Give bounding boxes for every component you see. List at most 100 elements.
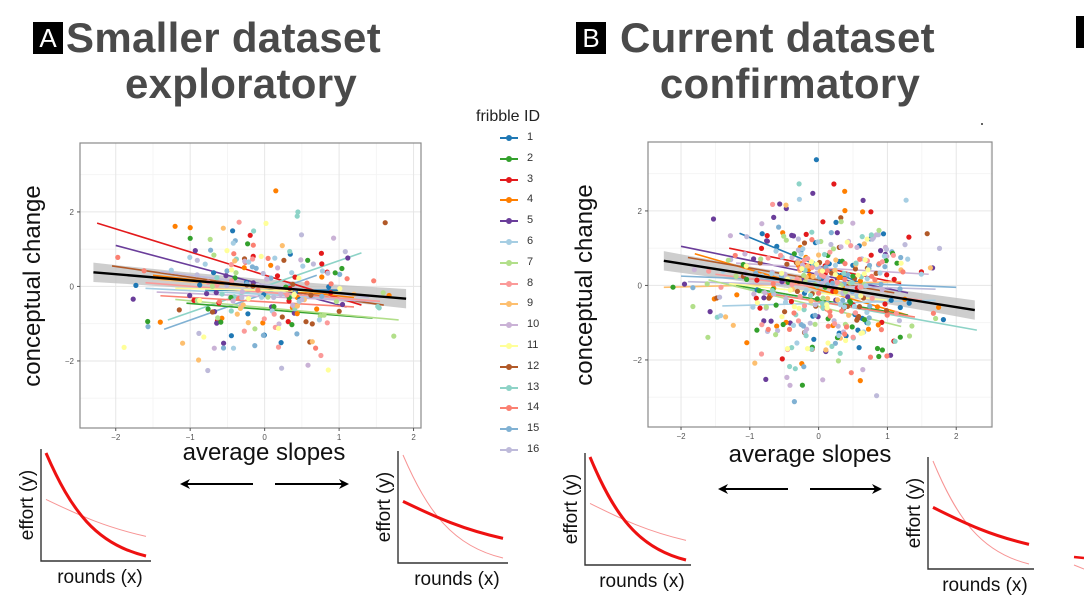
data-point-fribble-4 xyxy=(273,188,279,194)
data-point-fribble-8 xyxy=(850,334,856,340)
data-point-fribble-13 xyxy=(829,343,835,349)
data-point-fribble-6 xyxy=(832,262,839,268)
data-point-fribble-1 xyxy=(811,336,817,342)
data-point-fribble-10 xyxy=(290,302,296,308)
legend-swatch-dot xyxy=(506,135,512,141)
data-point-fribble-13 xyxy=(228,308,234,314)
data-point-fribble-10 xyxy=(850,220,856,226)
data-point-fribble-5 xyxy=(768,318,774,324)
data-point-fribble-8 xyxy=(241,328,247,334)
data-point-fribble-8 xyxy=(271,311,277,317)
data-point-fribble-14 xyxy=(732,252,738,259)
data-point-fribble-13 xyxy=(859,234,865,240)
data-point-fribble-4 xyxy=(874,304,881,310)
data-point-fribble-9 xyxy=(810,273,816,280)
data-point-fribble-6 xyxy=(903,197,909,203)
data-point-fribble-9 xyxy=(816,252,822,258)
plot-a-xlabel: average slopes xyxy=(183,439,346,466)
legend-item-10: 10 xyxy=(500,315,560,335)
data-point-fribble-4 xyxy=(842,208,848,214)
data-point-fribble-9 xyxy=(730,322,736,328)
legend-swatch-dot xyxy=(506,322,512,329)
y-tick-label: 0 xyxy=(638,281,643,290)
legend-label: 10 xyxy=(527,318,540,331)
overall-fit-line xyxy=(93,271,407,300)
data-point-fribble-10 xyxy=(275,265,281,271)
data-point-fribble-13 xyxy=(841,270,847,276)
data-point-fribble-11 xyxy=(201,334,207,340)
data-point-fribble-8 xyxy=(821,273,827,279)
data-point-fribble-1 xyxy=(133,282,139,288)
data-point-fribble-6 xyxy=(905,256,911,262)
data-point-fribble-7 xyxy=(705,334,711,340)
data-point-fribble-6 xyxy=(773,248,779,254)
data-point-fribble-14 xyxy=(216,299,223,305)
data-point-fribble-14 xyxy=(930,310,937,316)
data-point-fribble-7 xyxy=(380,290,386,296)
data-point-fribble-12 xyxy=(382,220,388,226)
data-point-fribble-10 xyxy=(820,377,826,383)
illus-axes xyxy=(397,451,508,564)
legend-item-3: 3 xyxy=(500,170,560,190)
plot-b-ylabel: conceptual change xyxy=(571,184,598,386)
data-point-fribble-11 xyxy=(291,291,297,297)
data-point-fribble-4 xyxy=(865,326,872,332)
data-point-fribble-8 xyxy=(758,351,765,357)
data-point-fribble-10 xyxy=(727,233,734,239)
data-point-fribble-11 xyxy=(824,302,830,308)
data-point-fribble-14 xyxy=(824,259,831,265)
plot-b-overall-fit xyxy=(663,259,975,312)
data-point-fribble-16 xyxy=(795,247,802,253)
data-point-fribble-14 xyxy=(884,353,890,359)
data-point-fribble-2 xyxy=(814,296,820,302)
data-point-fribble-7 xyxy=(801,272,807,278)
data-point-fribble-11 xyxy=(843,337,849,344)
data-point-fribble-16 xyxy=(194,272,200,278)
data-point-fribble-3 xyxy=(803,231,809,237)
data-point-fribble-11 xyxy=(796,305,802,311)
data-point-fribble-14 xyxy=(265,255,271,261)
data-point-fribble-15 xyxy=(866,315,872,321)
data-point-fribble-12 xyxy=(309,321,315,327)
data-point-fribble-8 xyxy=(324,320,330,326)
data-point-fribble-7 xyxy=(207,236,213,242)
data-point-fribble-6 xyxy=(790,322,797,328)
data-point-fribble-11 xyxy=(808,259,815,265)
data-point-fribble-9 xyxy=(245,320,251,326)
data-point-fribble-3 xyxy=(891,276,897,282)
data-point-fribble-15 xyxy=(224,268,230,274)
data-point-fribble-4 xyxy=(268,262,274,268)
data-point-fribble-2 xyxy=(305,257,311,263)
illus-curve-bold xyxy=(402,500,504,540)
data-point-fribble-10 xyxy=(879,287,885,293)
data-point-fribble-9 xyxy=(823,347,829,353)
data-point-fribble-1 xyxy=(197,282,203,288)
data-point-fribble-4 xyxy=(260,320,266,326)
data-point-fribble-14 xyxy=(344,276,350,282)
data-point-fribble-9 xyxy=(795,260,801,266)
data-point-fribble-5 xyxy=(345,255,351,261)
illus-a-left: effort (y) rounds (x) xyxy=(17,449,151,588)
x-tick-label: −1 xyxy=(186,433,196,442)
data-point-fribble-1 xyxy=(813,157,820,163)
data-point-fribble-6 xyxy=(815,239,821,245)
data-point-fribble-15 xyxy=(867,303,873,309)
illus-curve-faint xyxy=(45,498,147,537)
legend-item-11: 11 xyxy=(500,336,560,356)
data-point-fribble-5 xyxy=(764,238,770,244)
data-point-fribble-4 xyxy=(157,319,163,325)
data-point-fribble-13 xyxy=(251,228,257,234)
data-point-fribble-11 xyxy=(228,267,235,273)
data-point-fribble-11 xyxy=(779,314,785,320)
data-point-fribble-16 xyxy=(874,393,880,399)
data-point-fribble-14 xyxy=(827,313,833,319)
data-point-fribble-10 xyxy=(854,244,860,250)
data-point-fribble-1 xyxy=(211,270,217,276)
data-point-fribble-6 xyxy=(837,302,844,308)
data-point-fribble-3 xyxy=(319,261,325,267)
data-point-fribble-7 xyxy=(781,233,787,239)
legend-item-1: 1 xyxy=(500,128,560,148)
data-point-fribble-10 xyxy=(742,251,748,257)
data-point-fribble-14 xyxy=(791,310,797,316)
